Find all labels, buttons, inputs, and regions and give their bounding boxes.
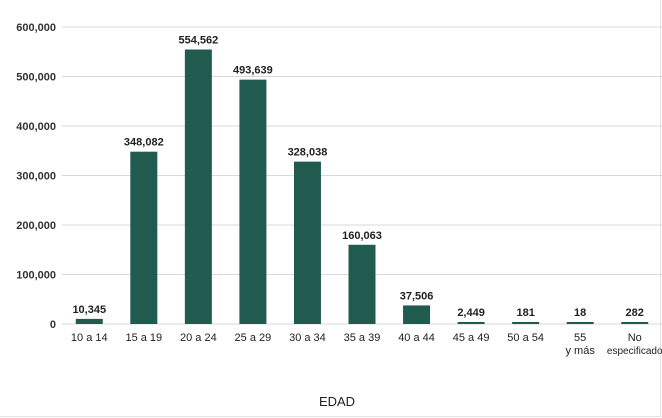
- data-label: 18: [574, 307, 586, 319]
- x-tick-label: y más: [566, 345, 596, 357]
- x-tick-label: 45 a 49: [453, 332, 490, 344]
- data-labels: 10,345 348,082 554,562 493,639 328,038 160,06…: [72, 34, 643, 319]
- bar: [239, 79, 267, 324]
- bar: [184, 49, 212, 324]
- data-label: 282: [626, 307, 644, 319]
- bar: [621, 322, 649, 324]
- data-label: 2,449: [457, 307, 485, 319]
- x-tick-label: 50 a 54: [507, 332, 544, 344]
- x-tick-label: 55: [574, 332, 586, 344]
- bar: [512, 322, 540, 324]
- data-label: 10,345: [72, 304, 106, 316]
- data-label: 181: [516, 307, 534, 319]
- x-tick-label: 20 a 24: [180, 332, 217, 344]
- y-tick-label: 500,000: [16, 72, 56, 84]
- data-label: 554,562: [178, 34, 218, 46]
- y-axis-ticks: 0 100,000 200,000 300,000 400,000 500,000 600,…: [16, 22, 56, 331]
- x-tick-label: 10 a 14: [71, 332, 108, 344]
- data-label: 493,639: [233, 65, 273, 77]
- data-label: 160,063: [342, 230, 382, 242]
- bar: [566, 322, 594, 324]
- data-label: 328,038: [288, 147, 328, 159]
- x-tick-label: No: [628, 332, 642, 344]
- x-tick-label: 25 a 29: [235, 332, 272, 344]
- x-tick-label: 30 a 34: [289, 332, 326, 344]
- data-label: 37,506: [400, 290, 434, 302]
- x-tick-label: especificado: [607, 346, 662, 357]
- bar: [293, 161, 321, 324]
- y-tick-label: 0: [50, 319, 56, 331]
- x-tick-label: 15 a 19: [125, 332, 162, 344]
- data-label: 348,082: [124, 137, 164, 149]
- x-axis-ticks: 10 a 14 15 a 19 20 a 24 25 a 29 30 a 34 35 a …: [71, 332, 662, 357]
- bars: [75, 49, 649, 324]
- bar: [130, 151, 158, 324]
- x-tick-label: 35 a 39: [344, 332, 381, 344]
- x-tick-label: 40 a 44: [398, 332, 435, 344]
- bar: [75, 318, 103, 324]
- y-tick-label: 100,000: [16, 270, 56, 282]
- bar: [457, 322, 485, 324]
- y-tick-label: 400,000: [16, 121, 56, 133]
- y-tick-label: 300,000: [16, 171, 56, 183]
- x-axis-title: EDAD: [319, 394, 355, 409]
- y-tick-label: 200,000: [16, 220, 56, 232]
- y-tick-label: 600,000: [16, 22, 56, 34]
- bar: [403, 305, 431, 324]
- bar: [348, 244, 376, 324]
